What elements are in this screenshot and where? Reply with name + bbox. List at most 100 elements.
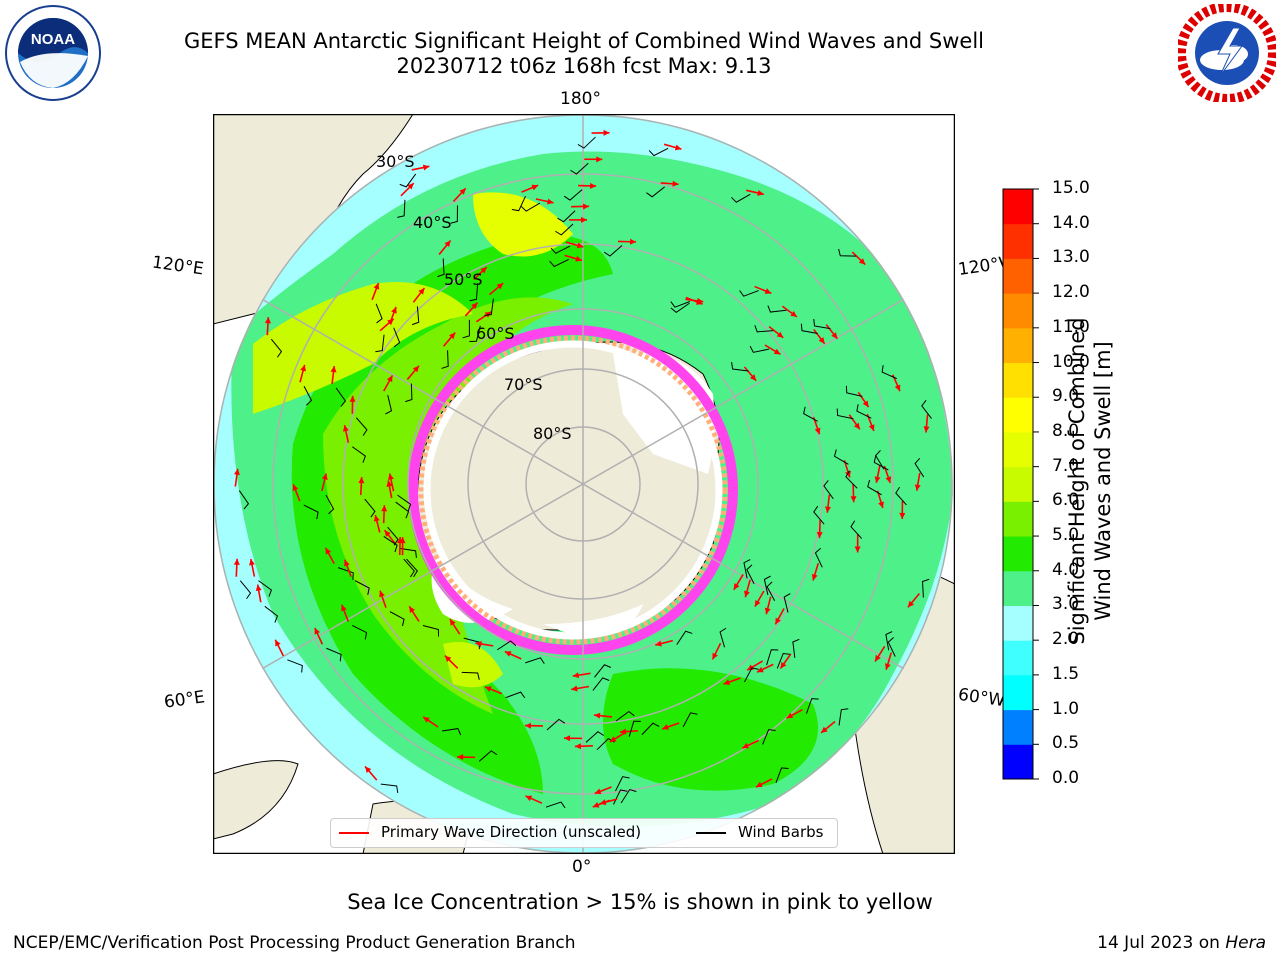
colorbar [1002, 188, 1039, 780]
polar-map [213, 114, 955, 854]
legend-wave-label: Primary Wave Direction (unscaled) [381, 823, 642, 841]
wave-arrowhead [504, 651, 512, 657]
wave-arrowhead [583, 203, 590, 210]
colorbar-segment [1003, 397, 1033, 433]
colorbar-segment [1003, 223, 1033, 259]
wave-arrowhead [773, 348, 781, 355]
noaa-logo: NOAA [5, 5, 101, 101]
wind-barb [355, 417, 368, 436]
wind-barb [805, 698, 819, 714]
wave-arrowhead [672, 180, 679, 187]
colorbar-segment [1003, 431, 1033, 468]
wind-barb [783, 593, 791, 613]
colorbar-tick-label: 4.0 [1052, 559, 1080, 580]
wind-barb [520, 202, 541, 212]
wave-arrowhead [349, 395, 356, 402]
wind-barb [895, 486, 907, 506]
colorbar-tick-label: 8.0 [1052, 420, 1080, 441]
wave-arrowhead [923, 426, 930, 433]
wind-barb [469, 325, 481, 342]
wind-barb [922, 578, 930, 598]
wind-barb [813, 318, 831, 330]
wind-barb [441, 350, 449, 369]
wave-arrowhead [449, 619, 456, 626]
wind-barb [399, 173, 417, 188]
wind-barb [484, 298, 494, 317]
colorbar-segment [1003, 258, 1033, 294]
wave-arrowhead [814, 427, 821, 435]
colorbar-segment [1003, 189, 1033, 225]
nws-logo [1178, 4, 1276, 102]
wave-arrowhead [412, 365, 419, 373]
colorbar-tick-label: 1.0 [1052, 698, 1080, 719]
colorbar-tick-label: 0.5 [1052, 733, 1080, 754]
wind-barb [403, 558, 415, 578]
wave-arrowhead [875, 654, 881, 662]
wind-barb [437, 258, 445, 278]
wave-arrowhead [341, 604, 347, 612]
wave-arrowhead [525, 795, 533, 802]
wind-barb [838, 248, 857, 257]
wave-arrowhead [854, 546, 861, 553]
colorbar-segment [1003, 674, 1033, 711]
wave-arrowhead [850, 496, 857, 503]
wave-arrowhead [233, 558, 240, 565]
wave-arrowhead [480, 267, 487, 274]
colorbar-segment [1003, 466, 1033, 502]
wave-arrowhead [457, 754, 464, 761]
wave-arrowhead [384, 530, 391, 537]
wave-arrowhead [249, 559, 255, 566]
lat-label-40s: 40°S [413, 213, 452, 232]
lon-label-180: 180° [560, 89, 601, 109]
wave-arrowhead [775, 617, 781, 625]
wind-barb [670, 302, 690, 314]
wave-arrowhead [449, 332, 456, 340]
wind-barb [739, 290, 759, 297]
wind-barb [525, 657, 545, 664]
wave-arrowhead [862, 400, 869, 408]
wave-arrowhead [275, 639, 281, 647]
colorbar-title-line1: Significant Height of Combined [1065, 317, 1089, 645]
wave-arrowhead [747, 664, 754, 671]
wind-barb [803, 406, 818, 422]
wind-barb [335, 387, 347, 407]
wind-barb [856, 404, 872, 419]
wind-barb [570, 162, 589, 175]
wind-barb [885, 631, 893, 651]
wind-barb [743, 559, 751, 579]
wind-barb [546, 718, 566, 731]
colorbar-tick-label: 3.0 [1052, 594, 1080, 615]
wave-arrowhead [733, 583, 740, 590]
wave-arrowhead [325, 547, 332, 555]
wave-arrowhead [300, 364, 307, 372]
wind-barb [845, 385, 863, 397]
wave-arrowhead [571, 685, 578, 692]
colorbar-segment [1003, 605, 1033, 641]
wind-barb [615, 710, 635, 722]
wind-barb [380, 783, 399, 793]
wind-barb [264, 605, 279, 623]
wave-arrowhead [496, 283, 504, 290]
wave-arrowhead [330, 366, 337, 373]
wind-barb [511, 195, 526, 212]
wind-barb [387, 526, 399, 546]
wind-barb [867, 479, 882, 496]
wave-arrowhead [563, 735, 571, 742]
wind-barb [731, 362, 749, 372]
wind-barb [754, 325, 774, 333]
lon-label-120e: 120°E [150, 252, 205, 280]
wind-barb [352, 625, 368, 640]
wave-arrowhead [824, 506, 831, 513]
colorbar-title: Significant Height of Combined Wind Wave… [1064, 181, 1116, 781]
wind-barb [555, 223, 574, 236]
wind-barb [814, 547, 823, 568]
wind-barb [914, 457, 925, 478]
wave-arrowhead [749, 374, 757, 381]
wind-barb [730, 193, 751, 203]
wave-arrowhead [379, 590, 385, 598]
wave-arrowhead [358, 477, 365, 484]
colorbar-tick-label: 12.0 [1052, 282, 1090, 303]
wave-arrowhead [471, 302, 478, 310]
wind-barb [833, 449, 849, 465]
wind-barb [921, 399, 932, 419]
